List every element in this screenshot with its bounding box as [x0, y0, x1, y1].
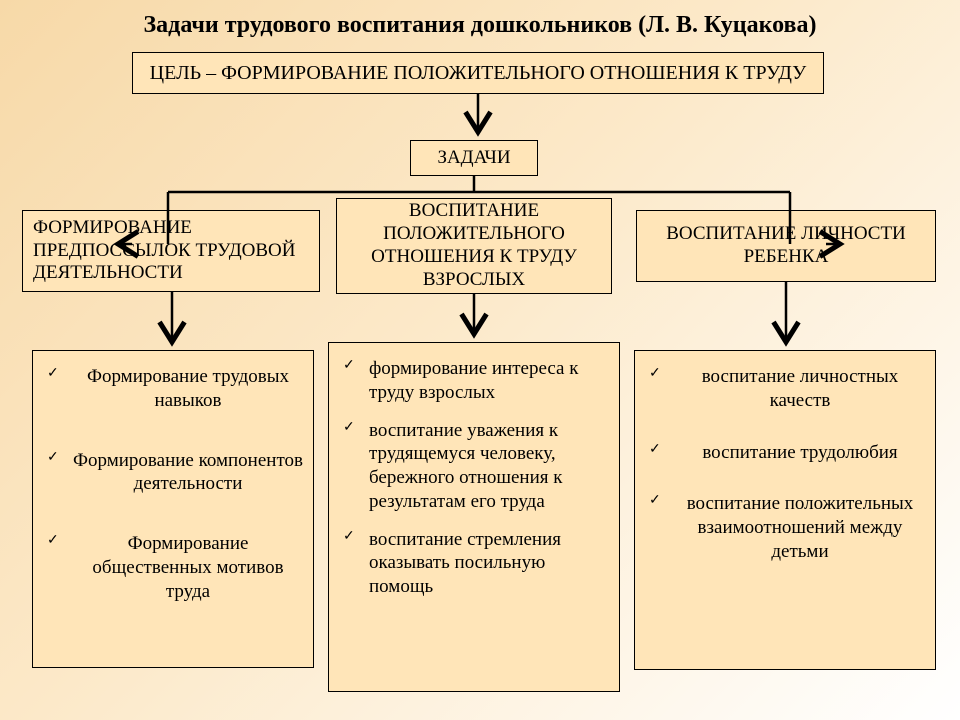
col2-list: формирование интереса к труду взрослых в… — [328, 342, 620, 692]
list-item: воспитание уважения к трудящемуся челове… — [363, 419, 609, 514]
list-item: воспитание положительных взаимоотношений… — [669, 492, 925, 563]
col2-header: ВОСПИТАНИЕ ПОЛОЖИТЕЛЬНОГО ОТНОШЕНИЯ К ТР… — [336, 198, 612, 294]
list-item: формирование интереса к труду взрослых — [363, 357, 609, 405]
col1-list: Формирование трудовых навыков Формирован… — [32, 350, 314, 668]
col1-header: ФОРМИРОВАНИЕ ПРЕДПОССЫЛОК ТРУДОВОЙ ДЕЯТЕ… — [22, 210, 320, 292]
list-item: воспитание личностных качеств — [669, 365, 925, 413]
page-title: Задачи трудового воспитания дошкольников… — [0, 12, 960, 39]
col3-header: ВОСПИТАНИЕ ЛИЧНОСТИ РЕБЕНКА — [636, 210, 936, 282]
list-item: Формирование трудовых навыков — [67, 365, 303, 413]
col3-list: воспитание личностных качеств воспитание… — [634, 350, 936, 670]
list-item: Формирование компонентов деятельности — [67, 449, 303, 497]
list-item: воспитание стремления оказывать посильну… — [363, 528, 609, 599]
list-item: воспитание трудолюбия — [669, 441, 925, 465]
list-item: Формирование общественных мотивов труда — [67, 532, 303, 603]
goal-box: ЦЕЛЬ – ФОРМИРОВАНИЕ ПОЛОЖИТЕЛЬНОГО ОТНОШ… — [132, 52, 824, 94]
tasks-box: ЗАДАЧИ — [410, 140, 538, 176]
